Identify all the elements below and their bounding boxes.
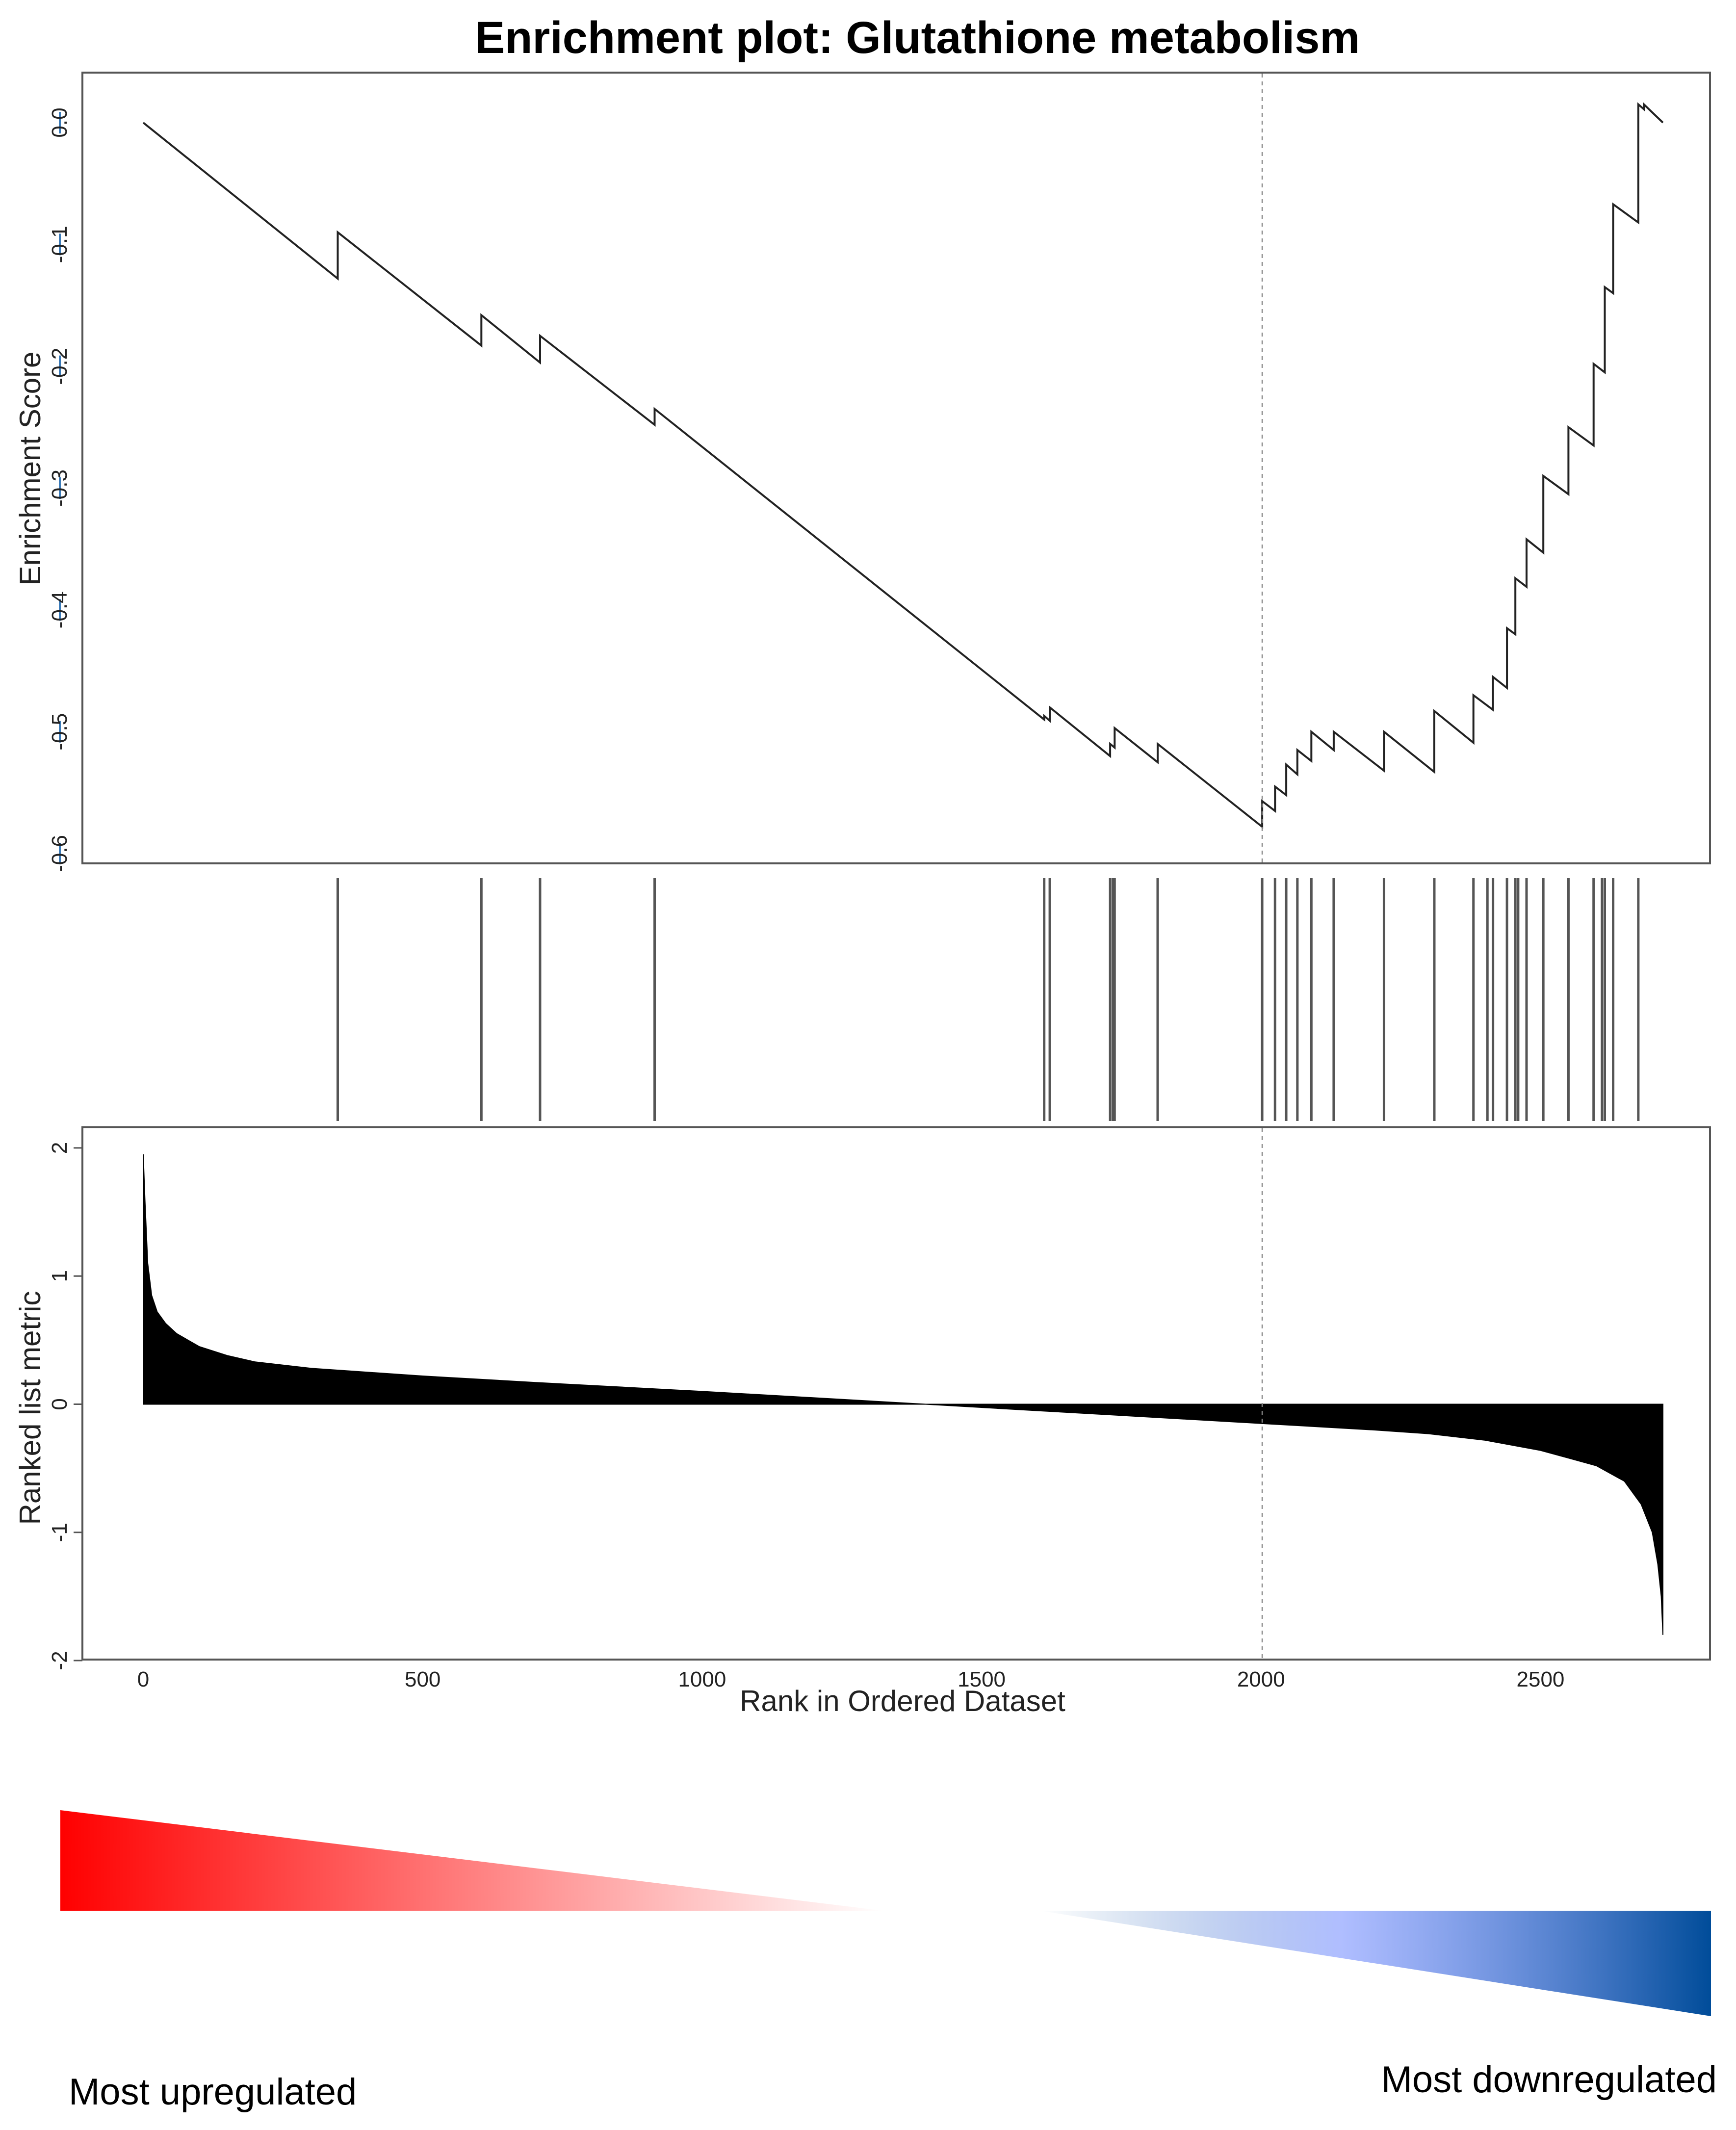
x-axis-label: Rank in Ordered Dataset: [740, 1685, 1065, 1717]
most-upregulated-label: Most upregulated: [69, 2071, 357, 2113]
es-ytick-label: 0.0: [48, 107, 72, 137]
x-ticks: 0 500 1000 1500 2000 2500: [137, 1667, 1565, 1691]
xtick-label: 1500: [958, 1667, 1006, 1691]
metric-ytick-label: 0: [48, 1398, 72, 1410]
metric-ytick-label: 2: [48, 1142, 72, 1154]
xtick-label: 1000: [678, 1667, 726, 1691]
xtick-label: 0: [137, 1667, 149, 1691]
enrichment-score-series: [142, 102, 1664, 829]
es-ytick-label: -0.3: [48, 469, 72, 507]
xtick-label: 2500: [1517, 1667, 1565, 1691]
metric-ytick-label: -1: [48, 1523, 72, 1542]
downregulated-gradient-wedge: [1040, 1911, 1711, 2016]
es-ytick-label: -0.4: [48, 591, 72, 628]
metric-y-ticks: 2 1 0 -1 -2: [48, 1142, 82, 1670]
ranked-metric-area: [143, 1154, 1663, 1635]
metric-panel-ylabel: Ranked list metric: [14, 1291, 47, 1525]
xtick-label: 2000: [1237, 1667, 1285, 1691]
es-ytick-label: -0.6: [48, 835, 72, 872]
es-ytick-label: -0.1: [48, 226, 72, 263]
es-panel-frame: [81, 72, 1711, 864]
upregulated-gradient-wedge: [60, 1810, 883, 1911]
most-downregulated-label: Most downregulated: [1381, 2059, 1717, 2101]
ranked-metric-series: [143, 1154, 1663, 1635]
es-panel-ylabel: Enrichment Score: [14, 352, 47, 586]
metric-panel-frame: [81, 1126, 1711, 1661]
metric-ytick-label: 1: [48, 1270, 72, 1282]
xtick-label: 500: [405, 1667, 440, 1691]
gene-hit-marks: [337, 878, 1640, 1121]
chart-title: Enrichment plot: Glutathione metabolism: [475, 13, 1360, 63]
enrichment-score-line: [142, 102, 1664, 829]
es-ytick-label: -0.5: [48, 713, 72, 751]
metric-ytick-label: -2: [48, 1651, 72, 1670]
es-ytick-label: -0.2: [48, 348, 72, 385]
es-y-ticks: 0.0 -0.1 -0.2 -0.3 -0.4 -0.5 -0.6: [48, 107, 72, 872]
